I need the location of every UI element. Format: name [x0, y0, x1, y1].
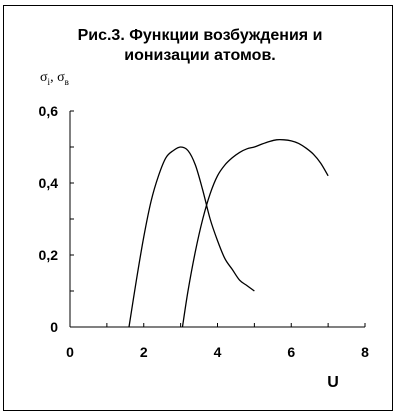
y-axis-label: σi, σв: [40, 70, 69, 87]
x-tick-label: 2: [140, 344, 148, 360]
y-tick-label: 0,6: [39, 103, 59, 119]
series-lines: [128, 138, 329, 328]
y-tick-label: 0,4: [39, 175, 59, 191]
y-axis-label-sub-b: в: [64, 76, 69, 87]
chart-title: Рис.3. Функции возбуждения и ионизации а…: [0, 26, 400, 66]
chart-title-line-2: ионизации атомов.: [124, 47, 276, 64]
x-tick-label: 8: [361, 344, 369, 360]
x-tick-label: 0: [66, 344, 74, 360]
x-tick-label: 6: [287, 344, 295, 360]
x-tick-label: 4: [214, 344, 222, 360]
tick-labels: 0 2 4 6 8 0 0,2 0,4 0,6: [39, 103, 370, 360]
y-axis-label-separator: , σ: [50, 70, 65, 85]
y-tick-label: 0,2: [39, 247, 59, 263]
series-line-1: [128, 146, 255, 328]
x-axis-label: U: [327, 374, 339, 391]
figure-frame: [3, 5, 393, 411]
chart-title-line-1: Рис.3. Функции возбуждения и: [77, 27, 323, 44]
y-tick-label: 0: [50, 319, 58, 335]
ticks: [69, 110, 366, 328]
axes: [69, 111, 365, 328]
y-axis-label-sub-i: i: [47, 76, 51, 87]
y-axis-label-sigma: σ: [40, 70, 48, 85]
series-line-2: [181, 138, 329, 328]
